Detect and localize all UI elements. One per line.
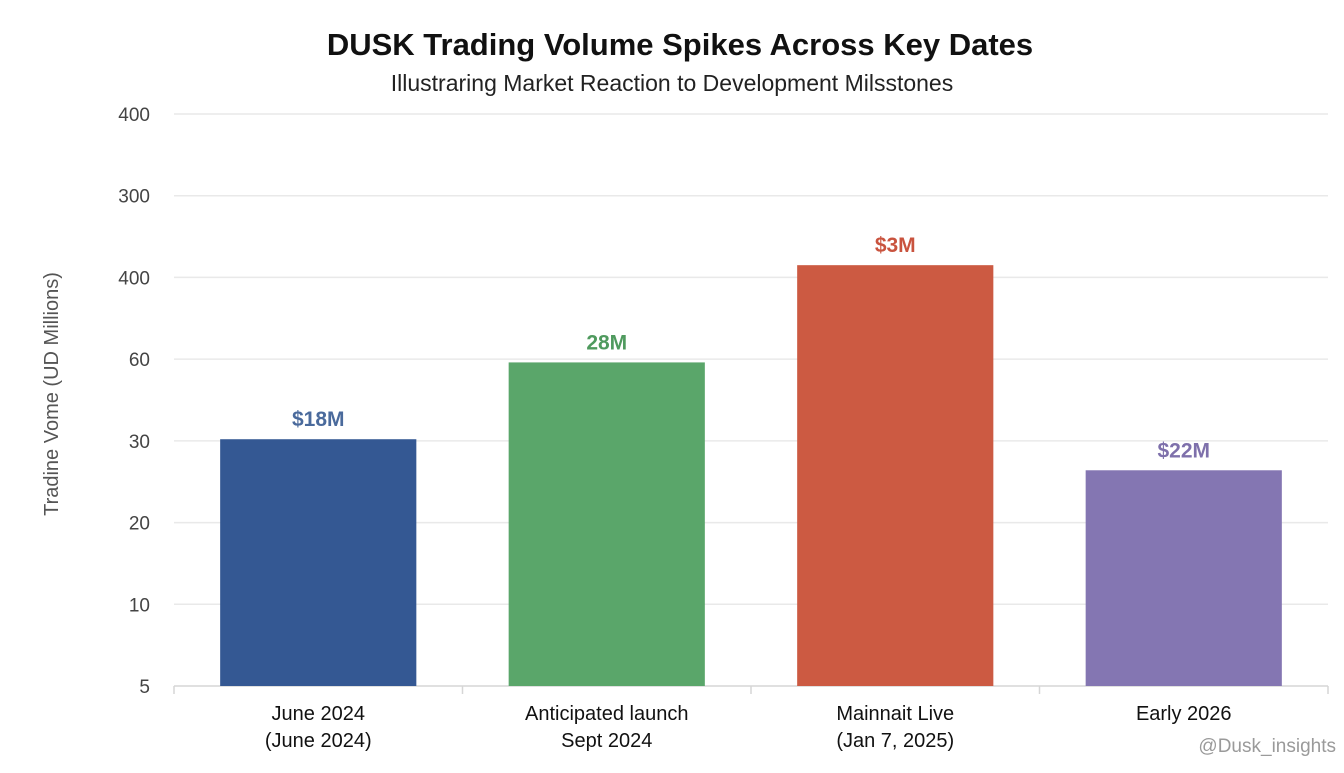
y-tick-label: 20	[129, 514, 150, 535]
y-tick-label: 5	[139, 677, 150, 698]
y-tick-label: 300	[118, 187, 150, 208]
bar-value-label: $3M	[875, 234, 916, 257]
y-axis-ticks: 400 300 400 60 30 20 10 5	[118, 105, 150, 698]
y-tick-label: 60	[129, 350, 150, 371]
x-tick-label: Early 2026	[1136, 703, 1232, 725]
x-tick-label: (Jan 7, 2025)	[836, 730, 954, 752]
bar-4	[1085, 470, 1282, 686]
bar-value-label: 28M	[586, 331, 627, 354]
x-tick-label: Anticipated launch	[525, 703, 688, 725]
chart-title: DUSK Trading Volume Spikes Across Key Da…	[327, 27, 1033, 62]
bar-value-label: $18M	[292, 408, 345, 431]
y-tick-label: 400	[118, 268, 150, 289]
bar-2	[508, 362, 705, 686]
bar-value-label: $22M	[1157, 439, 1210, 462]
bar-1	[220, 439, 417, 686]
bars	[220, 265, 1282, 686]
x-tick-label: Mainnait Live	[836, 703, 954, 725]
y-tick-label: 10	[129, 595, 150, 616]
bar-3	[797, 265, 994, 686]
data-labels: $18M 28M $3M $22M	[292, 234, 1210, 462]
watermark-text: @Dusk_insights	[1198, 736, 1336, 757]
y-tick-label: 30	[129, 432, 150, 453]
x-tick-label: (June 2024)	[265, 730, 372, 752]
y-axis-label: Tradine Vome (UD Millions)	[41, 272, 63, 516]
x-tick-label: June 2024	[272, 703, 365, 725]
x-axis-ticks: June 2024 (June 2024) Anticipated launch Se…	[265, 703, 1232, 752]
y-tick-label: 400	[118, 105, 150, 126]
x-tick-label: Sept 2024	[561, 730, 652, 752]
chart-subtitle: Illustraring Market Reaction to Developm…	[391, 70, 953, 96]
